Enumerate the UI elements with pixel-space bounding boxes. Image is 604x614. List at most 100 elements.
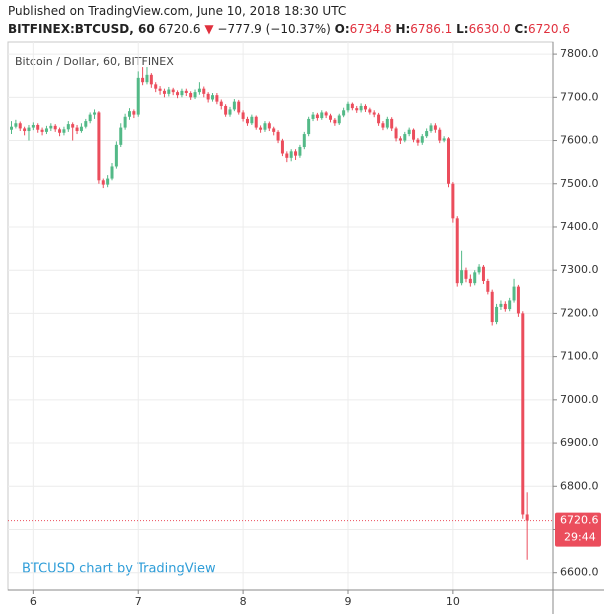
candle-body — [66, 124, 70, 130]
candle-body — [171, 89, 175, 93]
candle-body — [350, 103, 354, 109]
y-tick-label: 7700.0 — [560, 90, 599, 103]
candle-body — [516, 286, 520, 314]
candle-body — [333, 119, 337, 124]
y-tick-label: 7600.0 — [560, 134, 599, 147]
candle-body — [525, 514, 529, 521]
candle-body — [311, 114, 315, 119]
candle-body — [202, 88, 206, 94]
candle-body — [197, 88, 201, 93]
candle-body — [425, 131, 429, 137]
candle-body — [23, 128, 27, 132]
price-tag-box — [555, 512, 601, 547]
candle-body — [433, 125, 437, 130]
candle-body — [324, 112, 328, 116]
candle-body — [193, 92, 197, 98]
candle-body — [315, 114, 319, 119]
candle-body — [355, 108, 359, 111]
candle-body — [206, 93, 210, 100]
candle-body — [145, 74, 149, 83]
ohlc-label: C: — [514, 22, 529, 36]
candle-body — [403, 134, 407, 141]
candle-body — [53, 125, 57, 130]
candle-body — [329, 115, 333, 120]
candle-body — [127, 111, 131, 117]
candle-body — [307, 118, 311, 135]
symbol-line: BITFINEX:BTCUSD, 60 6720.6 ▼ −777.9 (−10… — [8, 22, 570, 36]
candle-body — [219, 101, 223, 106]
candle-body — [490, 291, 494, 323]
candle-body — [385, 118, 389, 128]
candle-body — [176, 92, 180, 96]
candle-body — [285, 153, 289, 158]
candle-body — [394, 128, 398, 139]
candle-body — [71, 124, 75, 128]
change: −777.9 (−10.37%) — [217, 22, 331, 36]
candle-body — [97, 112, 101, 181]
candle-body — [119, 127, 123, 145]
candle-body — [114, 144, 118, 167]
candle-body — [232, 101, 236, 110]
y-tick-label: 7400.0 — [560, 220, 599, 233]
candle-body — [302, 134, 306, 148]
candle-body — [455, 218, 459, 284]
ohlc-value: 6630.0 — [468, 22, 511, 36]
y-tick-label: 7500.0 — [560, 177, 599, 190]
candle-body — [44, 128, 48, 132]
candle-body — [101, 180, 105, 185]
candle-body — [158, 88, 162, 91]
candle-body — [499, 303, 503, 307]
candle-body — [250, 116, 254, 124]
candle-body — [93, 112, 97, 115]
candle-body — [167, 89, 171, 94]
candle-body — [473, 272, 477, 284]
ohlc: O:6734.8 H:6786.1 L:6630.0 C:6720.6 — [335, 22, 570, 36]
price-tag: 6720.6 — [560, 514, 599, 527]
candle-body — [62, 129, 66, 133]
candle-body — [442, 138, 446, 141]
candle-body — [36, 124, 40, 130]
candle-body — [241, 112, 245, 119]
symbol: BITFINEX:BTCUSD, 60 — [8, 22, 155, 36]
candle-body — [412, 129, 416, 140]
ohlc-label: O: — [334, 22, 350, 36]
change-arrow: ▼ — [204, 22, 214, 36]
candle-body — [337, 115, 341, 124]
candle-body — [267, 123, 271, 129]
candle-body — [359, 105, 363, 111]
countdown: 29:44 — [564, 531, 596, 544]
chart-title: Bitcoin / Dollar, 60, BITFINEX — [15, 55, 174, 68]
candle-body — [451, 183, 455, 219]
candle-body — [79, 126, 83, 132]
candle-body — [228, 109, 232, 115]
candle-body — [420, 136, 424, 143]
candle-body — [88, 114, 92, 122]
candle-body — [123, 116, 127, 128]
candle-body — [10, 126, 13, 130]
candle-body — [464, 270, 468, 279]
candle-body — [342, 110, 346, 116]
candle-body — [416, 139, 420, 143]
x-tick-label: 7 — [135, 595, 142, 608]
candle-body — [368, 109, 372, 113]
candle-body — [460, 270, 464, 284]
candle-body — [512, 286, 516, 301]
candle-body — [110, 166, 114, 179]
candle-body — [276, 131, 280, 141]
plot-frame — [7, 41, 554, 591]
y-tick-label: 6900.0 — [560, 436, 599, 449]
watermark: BTCUSD chart by TradingView — [22, 562, 216, 577]
published-note: Published on TradingView.com, June 10, 2… — [8, 4, 347, 18]
candle-body — [27, 127, 31, 132]
candle-body — [40, 129, 44, 132]
candle-body — [346, 103, 350, 111]
ohlc-value: 6720.6 — [528, 22, 571, 36]
y-tick-label: 7000.0 — [560, 393, 599, 406]
ohlc-label: H: — [395, 22, 411, 36]
candle-body — [438, 129, 442, 141]
y-tick-label: 7200.0 — [560, 306, 599, 319]
candle-body — [363, 105, 367, 110]
candle-body — [372, 112, 376, 115]
candle-body — [18, 123, 22, 129]
